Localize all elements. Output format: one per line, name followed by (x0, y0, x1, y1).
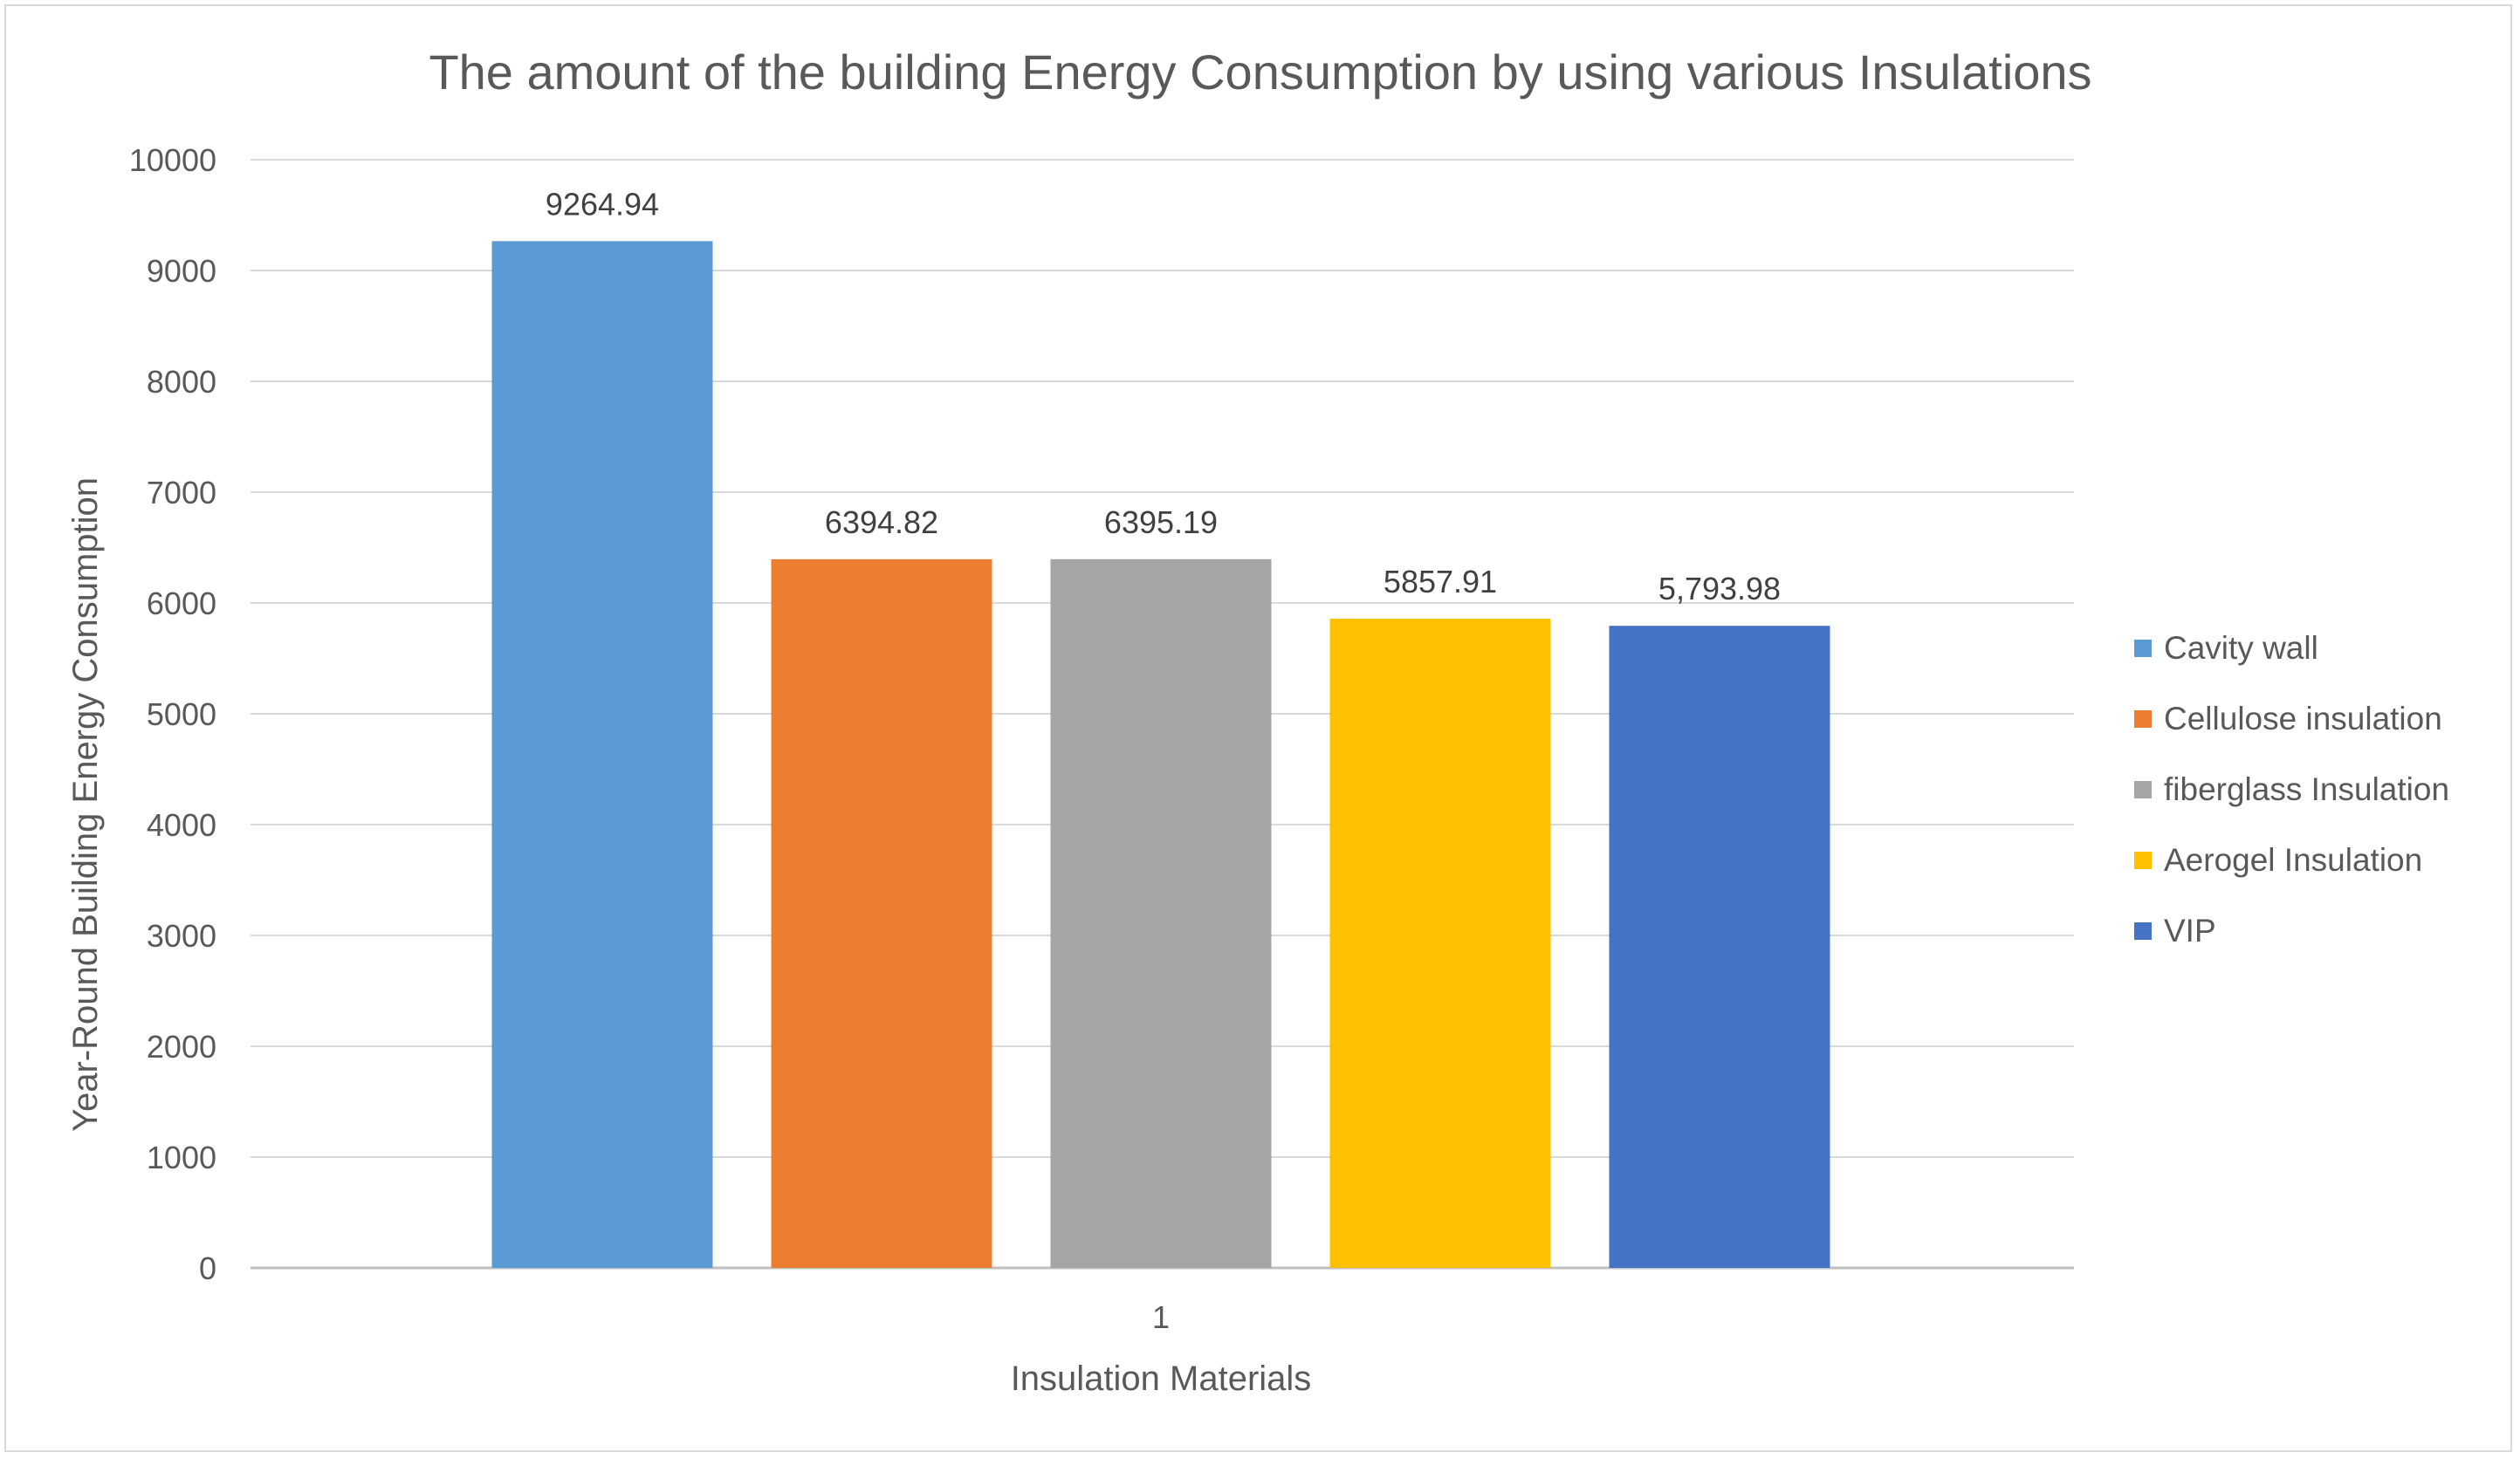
y-tick-label: 0 (199, 1250, 216, 1286)
y-tick-label: 10000 (129, 142, 216, 178)
y-tick-label: 7000 (147, 475, 216, 510)
bar (771, 558, 992, 1268)
legend-item: VIP (2134, 895, 2449, 966)
bar (491, 241, 713, 1268)
y-tick-label: 5000 (147, 696, 216, 732)
y-tick-label: 6000 (147, 586, 216, 621)
legend-swatch (2134, 780, 2152, 798)
x-axis-title: Insulation Materials (1011, 1360, 1312, 1398)
legend-label: VIP (2164, 912, 2216, 949)
y-tick-label: 2000 (147, 1029, 216, 1065)
y-axis-ticks: 0 1000 2000 3000 4000 5000 6000 7000 8000 9000 100… (129, 142, 216, 1286)
y-tick-label: 1000 (147, 1140, 216, 1175)
data-label: 6395.19 (1104, 504, 1218, 540)
data-labels: 9264.94 6394.82 6395.19 5857.91 5,793.98 (546, 186, 1781, 606)
legend-item: Cellulose insulation (2134, 683, 2449, 754)
legend-swatch (2134, 639, 2152, 657)
y-tick-label: 8000 (147, 364, 216, 400)
legend-item: fiberglass Insulation (2134, 754, 2449, 825)
legend-item: Aerogel Insulation (2134, 825, 2449, 895)
legend-swatch (2134, 851, 2152, 869)
y-tick-label: 4000 (147, 807, 216, 843)
data-label: 6394.82 (825, 504, 938, 540)
y-axis-title: Year-Round Building Energy Consumption (66, 477, 105, 1132)
data-label: 5857.91 (1384, 564, 1497, 599)
legend-item: Cavity wall (2134, 613, 2449, 683)
legend-label: Cavity wall (2164, 629, 2318, 666)
data-label: 9264.94 (546, 186, 659, 222)
y-tick-label: 9000 (147, 253, 216, 289)
data-label: 5,793.98 (1658, 571, 1781, 606)
legend-swatch (2134, 709, 2152, 728)
chart-title: The amount of the building Energy Consum… (429, 45, 2091, 99)
y-tick-label: 3000 (147, 918, 216, 954)
x-tick-label: 1 (1152, 1299, 1170, 1335)
bar (1609, 626, 1830, 1268)
legend-label: Aerogel Insulation (2164, 841, 2423, 878)
legend-label: Cellulose insulation (2164, 700, 2442, 736)
legend: Cavity wall Cellulose insulation fiberglas… (2134, 613, 2449, 966)
legend-label: fiberglass Insulation (2164, 771, 2450, 807)
legend-swatch (2134, 921, 2152, 940)
bars (491, 241, 1830, 1268)
bar (1050, 558, 1272, 1268)
bar (1329, 619, 1551, 1268)
